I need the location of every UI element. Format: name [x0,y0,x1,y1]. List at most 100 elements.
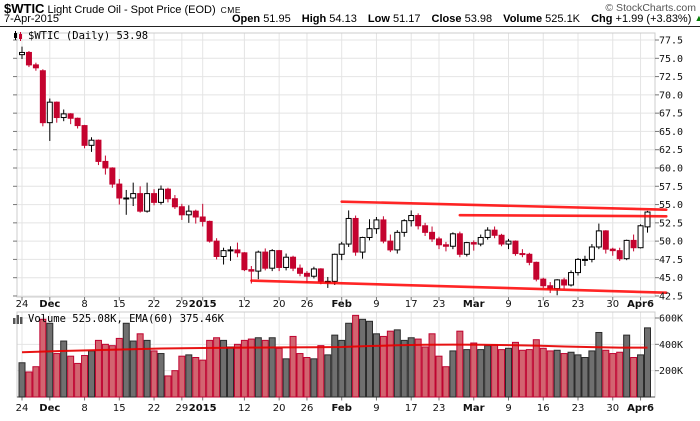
volume-bar [400,339,408,398]
candle-body [234,249,241,254]
axis-labels: 77.5 75.0 72.5 70.0 67.5 65.0 62.5 60.0 57.5 55.0… [16,36,683,414]
candle-body [276,250,283,268]
volume-bar [602,349,610,398]
date-axis-label: 15 [113,403,126,414]
price-axis-label: 60.0 [659,163,683,174]
volume-bar [609,353,617,398]
volume-axis-label: 600K [659,314,683,325]
volume-bar [115,337,123,398]
trendline [458,213,668,218]
candle-body [366,228,373,238]
change-field: Chg +1.99 (+3.83%) ▲ [591,13,700,25]
price-axis-label: 47.5 [659,255,683,266]
volume-bar [532,339,540,398]
candle-body [178,206,185,216]
volume-bar [81,355,89,398]
quote-fields: Open 51.95 High 54.13 Low 51.17 Close 53… [232,13,700,25]
date-axis-label: 9 [505,299,511,310]
candle-body [449,233,456,247]
date-axis-label: Dec [39,403,60,414]
volume-bar [525,349,533,398]
exchange-code: CME [220,5,242,15]
price-axis-label: 65.0 [659,127,683,138]
date-axis-label: 17 [405,299,418,310]
open-value: 51.95 [263,13,291,25]
candle-body [491,229,498,236]
date-axis-label: 9 [373,299,379,310]
volume-bar [296,353,304,398]
candle-body [526,253,533,263]
date-axis-label: 26 [301,403,314,414]
volume-bar [220,339,228,398]
candle-body [436,238,442,246]
trendline [340,200,668,211]
date-axis-label: 30 [606,403,619,414]
candle-body [130,193,137,199]
candle-body [512,240,519,255]
volume-bar [338,339,346,398]
copyright-text: © StockCharts.com [605,2,696,14]
candle-body [484,229,491,238]
candle-body [283,256,290,268]
date-axis-label: 20 [273,299,286,310]
volume-bar [644,327,651,398]
volume-bar [567,351,575,398]
candle-body [158,188,164,203]
date-axis-label: 23 [433,403,446,414]
candle-body [644,211,651,228]
volume-bar [470,342,478,398]
date-axis-label: 9 [505,403,511,414]
volume-bar [275,347,283,398]
candle-body [164,188,171,200]
candle-body [519,253,526,256]
instrument-title: Light Crude Oil - Spot Price (EOD) [47,4,216,16]
candle-body [206,220,213,242]
volume-bar [143,339,151,398]
candle-body [255,251,262,272]
volume-bar [74,362,82,398]
volume-field: Volume 525.1K [503,13,581,25]
date-axis-label: 12 [238,403,251,414]
candle-body [25,51,32,66]
price-axis-label: 75.0 [659,54,683,65]
candle-body [498,234,505,245]
candle-body [137,193,144,212]
candle-body [581,258,588,261]
volume-bar [213,337,221,398]
volume-bar [199,359,207,398]
volume-bar [88,350,95,398]
candle-body [331,253,338,282]
volume-bar [261,339,269,398]
candle-body [575,258,581,274]
candle-body [387,240,394,251]
volume-bar [32,366,40,398]
volume-bar [372,333,380,398]
candle-body [345,217,352,245]
candle-body [192,210,199,218]
volume-bar [414,338,422,398]
volume-bar [539,347,547,398]
candle-body [616,250,623,260]
volume-bar [185,354,193,398]
candle-body [116,183,123,199]
candle-body [401,220,408,233]
date-axis-label: 12 [238,299,251,310]
candle-body [290,256,297,269]
volume-bar [477,349,485,398]
candle-body [53,101,60,119]
candle-body [297,267,303,274]
date-axis-label: Mar [463,403,485,414]
volume-bar [233,343,241,398]
volume-bars-layer [18,314,651,398]
date-axis-label: 17 [405,403,418,414]
volume-bar [324,354,332,398]
quote-date: 7-Apr-2015 [4,13,60,25]
volume-panel-title: Volume 525.08K, EMA(60) 375.46K [28,313,224,325]
volume-bar [442,366,450,398]
volume-bar [637,354,645,398]
candle-body [380,219,387,242]
date-axis-label: 23 [572,403,585,414]
volume-axis-label: 200K [659,366,683,377]
volume-bar [164,375,172,398]
volume-bar [122,322,130,398]
